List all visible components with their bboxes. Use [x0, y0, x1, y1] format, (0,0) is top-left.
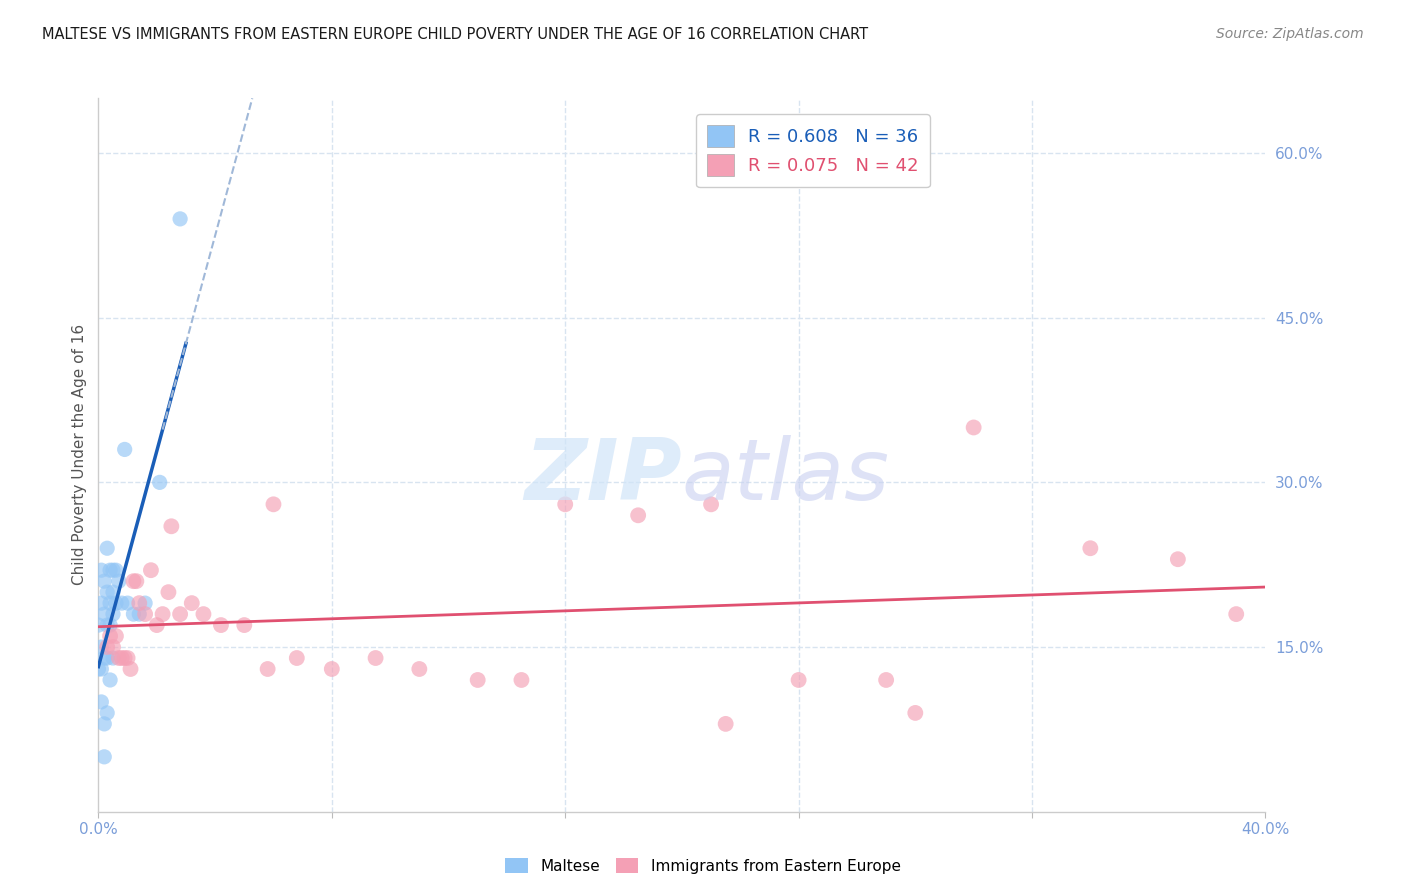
Point: [87, 618, 110, 632]
Point: [122, 607, 145, 621]
Point: [321, 662, 343, 676]
Point: [627, 508, 650, 523]
Point: [87, 662, 110, 676]
Point: [262, 497, 284, 511]
Point: [134, 596, 156, 610]
Point: [160, 519, 183, 533]
Point: [98, 563, 121, 577]
Text: atlas: atlas: [682, 434, 890, 518]
Point: [117, 596, 139, 610]
Point: [101, 585, 124, 599]
Point: [122, 574, 145, 589]
Point: [98, 673, 121, 687]
Point: [111, 651, 134, 665]
Point: [904, 706, 927, 720]
Legend: Maltese, Immigrants from Eastern Europe: Maltese, Immigrants from Eastern Europe: [499, 852, 907, 880]
Point: [193, 607, 215, 621]
Point: [101, 651, 124, 665]
Point: [128, 596, 150, 610]
Point: [714, 717, 737, 731]
Point: [111, 596, 134, 610]
Point: [1167, 552, 1189, 566]
Point: [554, 497, 576, 511]
Point: [1080, 541, 1102, 556]
Point: [117, 651, 139, 665]
Point: [104, 563, 127, 577]
Point: [510, 673, 533, 687]
Point: [98, 596, 121, 610]
Point: [233, 618, 256, 632]
Point: [1225, 607, 1247, 621]
Point: [108, 651, 131, 665]
Point: [101, 563, 124, 577]
Point: [114, 442, 136, 457]
Text: MALTESE VS IMMIGRANTS FROM EASTERN EUROPE CHILD POVERTY UNDER THE AGE OF 16 CORR: MALTESE VS IMMIGRANTS FROM EASTERN EUROP…: [42, 27, 869, 42]
Point: [157, 585, 180, 599]
Point: [875, 673, 897, 687]
Point: [149, 475, 172, 490]
Point: [169, 607, 191, 621]
Point: [90, 662, 112, 676]
Point: [101, 640, 124, 654]
Point: [139, 563, 162, 577]
Point: [180, 596, 202, 610]
Text: Source: ZipAtlas.com: Source: ZipAtlas.com: [1216, 27, 1364, 41]
Point: [90, 695, 112, 709]
Point: [96, 706, 118, 720]
Point: [90, 563, 112, 577]
Point: [90, 640, 112, 654]
Point: [98, 618, 121, 632]
Point: [90, 596, 112, 610]
Point: [134, 607, 156, 621]
Point: [96, 585, 118, 599]
Point: [128, 607, 150, 621]
Point: [787, 673, 810, 687]
Point: [101, 607, 124, 621]
Y-axis label: Child Poverty Under the Age of 16: Child Poverty Under the Age of 16: [72, 325, 87, 585]
Point: [96, 640, 118, 654]
Point: [93, 574, 115, 589]
Point: [364, 651, 387, 665]
Point: [169, 211, 191, 226]
Point: [108, 574, 131, 589]
Point: [467, 673, 489, 687]
Point: [96, 541, 118, 556]
Point: [408, 662, 430, 676]
Point: [146, 618, 169, 632]
Point: [120, 662, 142, 676]
Point: [256, 662, 278, 676]
Point: [93, 607, 115, 621]
Point: [93, 717, 115, 731]
Point: [152, 607, 174, 621]
Point: [93, 651, 115, 665]
Point: [125, 574, 148, 589]
Point: [96, 651, 118, 665]
Point: [96, 618, 118, 632]
Point: [104, 629, 127, 643]
Legend: R = 0.608   N = 36, R = 0.075   N = 42: R = 0.608 N = 36, R = 0.075 N = 42: [696, 114, 929, 187]
Point: [209, 618, 232, 632]
Point: [98, 629, 121, 643]
Point: [962, 420, 984, 434]
Text: ZIP: ZIP: [524, 434, 682, 518]
Point: [114, 651, 136, 665]
Point: [285, 651, 308, 665]
Point: [700, 497, 723, 511]
Point: [93, 749, 115, 764]
Point: [104, 596, 127, 610]
